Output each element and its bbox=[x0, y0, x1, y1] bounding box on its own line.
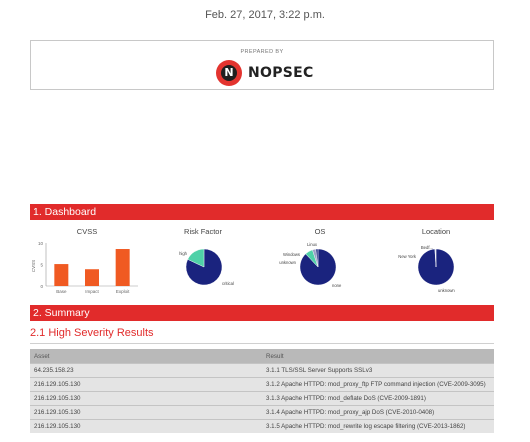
chart-title-location: Location bbox=[421, 227, 451, 236]
heading-divider bbox=[30, 343, 494, 344]
prepared-by-label: PREPARED BY bbox=[240, 49, 284, 55]
table-row: 64.235.158.23 3.1.1 TLS/SSL Server Suppo… bbox=[30, 363, 494, 378]
report-date: Feb. 27, 2017, 3:22 p.m. bbox=[205, 9, 325, 21]
pie-slice-label: high bbox=[179, 251, 188, 256]
pie-slice-label: none bbox=[332, 283, 342, 288]
pie-slice bbox=[435, 248, 437, 268]
nopsec-logo: N NOPSEC bbox=[216, 60, 314, 86]
section-summary-heading: 2. Summary bbox=[30, 305, 494, 321]
table-row: 216.129.105.130 3.1.5 Apache HTTPD: mod_… bbox=[30, 419, 494, 433]
pie-slice-label: unknown bbox=[438, 288, 455, 293]
cvss-bar bbox=[54, 264, 69, 286]
asset-cell: 216.129.105.130 bbox=[30, 391, 262, 406]
logo-text: NOPSEC bbox=[248, 65, 314, 81]
prepared-by-box: PREPARED BY N NOPSEC bbox=[30, 40, 494, 90]
table-row: 216.129.105.130 3.1.2 Apache HTTPD: mod_… bbox=[30, 377, 494, 392]
table-row: 216.129.105.130 3.1.3 Apache HTTPD: mod_… bbox=[30, 391, 494, 406]
x-tick-label: Impact bbox=[85, 289, 99, 294]
pie-slice-label: critical bbox=[222, 281, 234, 286]
pie-slice-label: unknown bbox=[279, 260, 296, 265]
x-tick-label: Base bbox=[56, 289, 67, 294]
cvss-bar-chart: 10 5 0 CVSS Base Impact Exploit bbox=[31, 241, 138, 294]
asset-cell: 64.235.158.23 bbox=[30, 363, 262, 378]
x-tick-label: Exploit bbox=[116, 289, 130, 294]
nopsec-logo-icon: N bbox=[216, 60, 242, 86]
location-pie-chart: unknown New York Bedf... bbox=[398, 245, 455, 293]
os-pie-chart: none unknown Windows Linux bbox=[279, 242, 342, 288]
chart-title-risk-factor: Risk Factor bbox=[184, 227, 222, 236]
y-tick-label: 5 bbox=[40, 263, 43, 268]
pie-slice-label: Linux bbox=[307, 242, 318, 247]
result-cell: 3.1.3 Apache HTTPD: mod_deflate DoS (CVE… bbox=[262, 391, 494, 406]
cvss-bar bbox=[115, 249, 130, 286]
table-header-row: Asset Result bbox=[30, 349, 494, 364]
cvss-bar bbox=[85, 269, 99, 286]
table-row: 216.129.105.130 3.1.4 Apache HTTPD: mod_… bbox=[30, 405, 494, 420]
asset-cell: 216.129.105.130 bbox=[30, 405, 262, 420]
pie-slice-label: New York bbox=[398, 254, 417, 259]
asset-column-header: Asset bbox=[30, 349, 262, 364]
asset-cell: 216.129.105.130 bbox=[30, 419, 262, 433]
logo-mark-letter: N bbox=[221, 65, 237, 81]
pie-slice bbox=[187, 248, 205, 268]
result-cell: 3.1.1 TLS/SSL Server Supports SSLv3 bbox=[262, 363, 494, 378]
y-tick-label: 10 bbox=[38, 241, 44, 246]
y-tick-label: 0 bbox=[40, 284, 43, 289]
pie-slice-label: Windows bbox=[283, 252, 300, 257]
chart-title-os: OS bbox=[314, 227, 326, 236]
risk-factor-pie-chart: critical high bbox=[179, 248, 234, 286]
section-dashboard-heading: 1. Dashboard bbox=[30, 204, 494, 220]
pie-slice-label: Bedf... bbox=[421, 245, 433, 250]
asset-cell: 216.129.105.130 bbox=[30, 377, 262, 392]
high-severity-results-table: Asset Result 64.235.158.23 3.1.1 TLS/SSL… bbox=[30, 349, 494, 433]
pie-slice bbox=[315, 248, 319, 268]
result-cell: 3.1.5 Apache HTTPD: mod_rewrite log esca… bbox=[262, 419, 494, 433]
high-severity-heading: 2.1 High Severity Results bbox=[30, 327, 154, 339]
result-cell: 3.1.2 Apache HTTPD: mod_proxy_ftp FTP co… bbox=[262, 377, 494, 392]
y-axis-label: CVSS bbox=[31, 260, 36, 272]
result-cell: 3.1.4 Apache HTTPD: mod_proxy_ajp DoS (C… bbox=[262, 405, 494, 420]
chart-title-cvss: CVSS bbox=[76, 227, 98, 236]
result-column-header: Result bbox=[262, 349, 494, 364]
